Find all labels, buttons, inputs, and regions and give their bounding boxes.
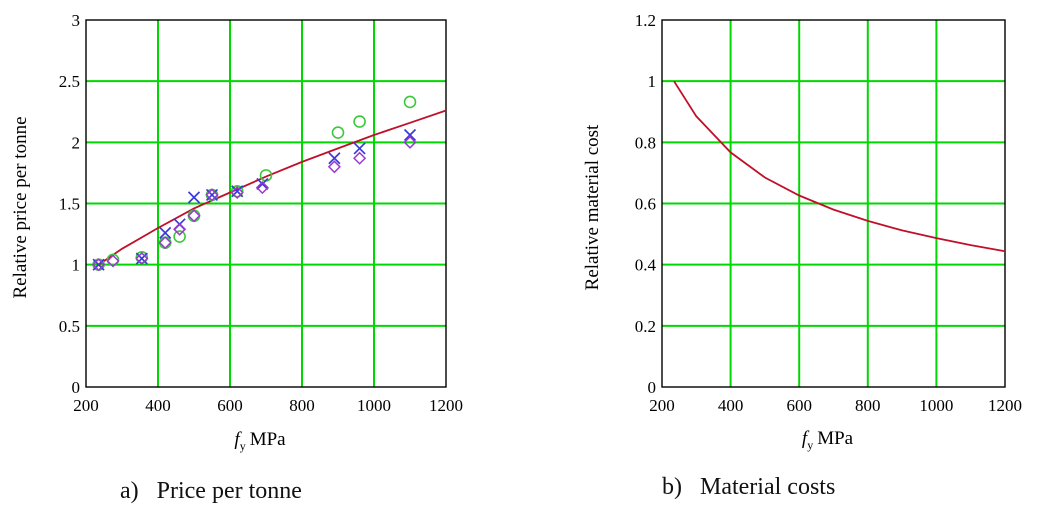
panel-a-circle-point bbox=[106, 253, 120, 267]
panel-a-circle-point bbox=[135, 251, 149, 264]
panel-a-cross-point bbox=[187, 191, 201, 204]
panel-a-y-tick-label: 1 bbox=[72, 256, 81, 275]
panel-b-x-tick-label: 1000 bbox=[919, 396, 953, 415]
panel-b-y-ticks: 0 0.2 0.4 0.6 0.8 1 1.2 bbox=[635, 11, 657, 397]
panel-b-y-axis-label: Relative material cost bbox=[582, 124, 603, 290]
panel-a-circle-point bbox=[158, 236, 172, 249]
panel-b-x-label-unit: MPa bbox=[817, 428, 853, 449]
panel-a-y-tick-label: 2 bbox=[72, 133, 81, 152]
panel-a-cross-point bbox=[328, 152, 341, 165]
panel-b-y-tick-label: 0.4 bbox=[635, 256, 657, 275]
panel-a-x-tick-label: 1200 bbox=[429, 396, 463, 415]
panel-a-frame bbox=[85, 19, 447, 388]
panel-a-x-tick-label: 800 bbox=[289, 396, 315, 415]
panel-b-x-label-symbol: f bbox=[802, 428, 810, 449]
panel-b-x-tick-label: 200 bbox=[649, 396, 675, 415]
panel-b-x-tick-label: 1200 bbox=[988, 396, 1022, 415]
panel-a-cross-point bbox=[403, 128, 417, 142]
panel-b: 0 0.2 0.4 0.6 0.8 1 1.2 200 400 600 800 1000 1200 R… bbox=[582, 11, 1022, 500]
panel-a-cross-point bbox=[256, 177, 269, 191]
panel-a-series bbox=[92, 95, 447, 272]
panel-b-x-tick-label: 600 bbox=[786, 396, 812, 415]
panel-a-circle-point bbox=[353, 115, 366, 128]
panel-b-x-ticks: 200 400 600 800 1000 1200 bbox=[649, 396, 1022, 415]
panel-a-circle-point bbox=[187, 209, 201, 223]
panel-b-series bbox=[673, 80, 1006, 253]
panel-a-y-tick-label: 0 bbox=[72, 378, 81, 397]
panel-a-circle-point bbox=[331, 126, 345, 139]
panel-a-diamond-point bbox=[187, 209, 201, 223]
panel-a-x-ticks: 200 400 600 800 1000 1200 bbox=[73, 396, 463, 415]
panel-b-grid bbox=[662, 20, 1005, 387]
panel-a-diamond-point bbox=[353, 151, 367, 165]
panel-a-x-label-unit: MPa bbox=[250, 429, 286, 450]
panel-a: 0 0.5 1 1.5 2 2.5 3 200 400 600 800 1000 1200 Relat… bbox=[10, 11, 463, 504]
panel-a-y-ticks: 0 0.5 1 1.5 2 2.5 3 bbox=[59, 11, 80, 397]
panel-b-y-tick-label: 0.6 bbox=[635, 195, 656, 214]
panel-a-x-axis-label: fy MPa bbox=[234, 429, 286, 453]
panel-a-circle-point bbox=[230, 184, 244, 198]
panel-a-diamond-point bbox=[230, 185, 244, 200]
panel-b-x-tick-label: 400 bbox=[718, 396, 744, 415]
panel-a-diamond-point bbox=[327, 160, 341, 174]
panel-a-diamond-point bbox=[403, 135, 417, 149]
panel-a-y-tick-label: 2.5 bbox=[59, 72, 80, 91]
panel-b-x-tick-label: 800 bbox=[855, 396, 881, 415]
panel-b-y-tick-label: 1.2 bbox=[635, 11, 656, 30]
panel-b-caption: b) Material costs bbox=[662, 474, 835, 500]
panel-a-y-tick-label: 3 bbox=[72, 11, 81, 30]
panel-a-diamond-point bbox=[135, 251, 149, 266]
panel-b-frame bbox=[661, 19, 1006, 388]
panel-b-x-axis-label: fy MPa bbox=[802, 428, 854, 452]
panel-a-circle-point bbox=[173, 230, 186, 243]
panel-b-y-tick-label: 0 bbox=[648, 378, 657, 397]
panel-b-y-tick-label: 0.2 bbox=[635, 317, 656, 336]
panel-a-grid bbox=[86, 20, 446, 387]
panel-a-y-tick-label: 0.5 bbox=[59, 317, 80, 336]
panel-a-cross-point bbox=[135, 252, 148, 265]
panel-a-y-tick-label: 1.5 bbox=[59, 195, 80, 214]
panel-a-fit-curve bbox=[98, 109, 447, 266]
panel-a-cross-point bbox=[159, 226, 172, 239]
panel-a-cross-point bbox=[205, 188, 219, 202]
panel-b-y-tick-label: 1 bbox=[648, 72, 657, 91]
panel-a-caption: a) Price per tonne bbox=[120, 478, 302, 504]
panel-a-cross-point bbox=[353, 142, 366, 155]
panel-a-diamond-point bbox=[92, 258, 106, 272]
panel-a-circle-point bbox=[403, 95, 417, 109]
panel-b-fit-curve bbox=[673, 80, 1006, 253]
panel-a-x-tick-label: 400 bbox=[145, 396, 171, 415]
panel-a-x-label-subscript: y bbox=[240, 439, 246, 453]
panel-b-x-label-subscript: y bbox=[807, 438, 813, 452]
panel-a-x-tick-label: 200 bbox=[73, 396, 99, 415]
panel-a-cross-point bbox=[92, 258, 105, 271]
panel-b-y-tick-label: 0.8 bbox=[635, 133, 656, 152]
panel-a-diamond-point bbox=[173, 222, 187, 236]
panel-a-x-label-symbol: f bbox=[234, 429, 242, 450]
panel-a-x-tick-label: 1000 bbox=[357, 396, 391, 415]
panel-a-diamond-point bbox=[205, 188, 219, 202]
panel-a-diamond-point bbox=[106, 254, 120, 268]
panel-a-diamond-point bbox=[255, 181, 269, 195]
panel-a-x-tick-label: 600 bbox=[217, 396, 243, 415]
panel-a-diamond-point bbox=[158, 236, 172, 250]
panel-a-y-axis-label: Relative price per tonne bbox=[10, 116, 31, 298]
